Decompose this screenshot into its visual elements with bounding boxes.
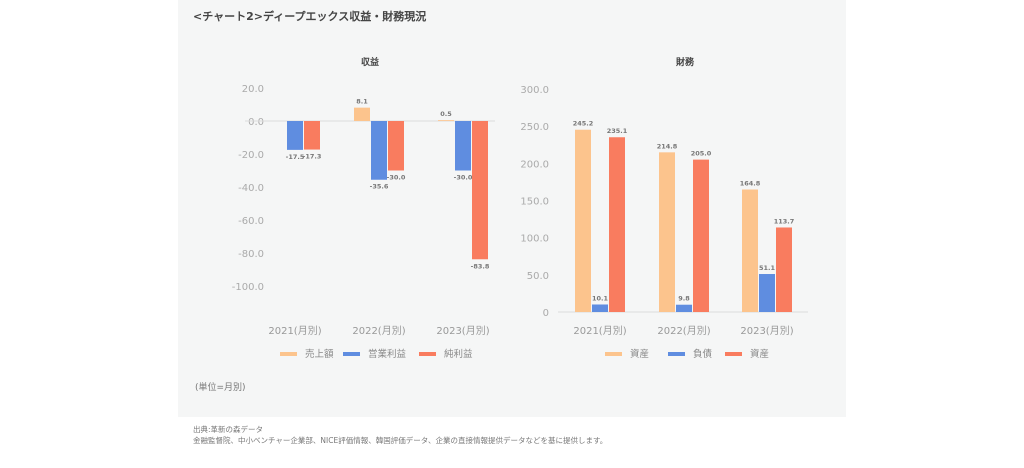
bar-0-1-0 [287,121,303,150]
x-tick-label: 2021(月別) [268,325,321,337]
legend-label: 純利益 [444,348,473,360]
y-tick-label: -20.0 [238,150,264,161]
source-note: 出典:革新の森データ 金融監督院、中小ベンチャー企業部、NICE評価情報、韓国評… [193,424,607,446]
data-label: -17.5 [286,153,305,161]
y-tick-label: -60.0 [238,216,264,227]
bar-1-0-1 [659,152,675,312]
source-line-2: 金融監督院、中小ベンチャー企業部、NICE評価情報、韓国評価データ、企業の直接情… [193,436,608,445]
y-tick-label: 100.0 [520,234,549,245]
bar-0-0-2 [438,120,454,121]
bar-1-2-1 [693,159,709,312]
bar-0-1-1 [371,121,387,180]
chart-title: 収益 [361,56,379,68]
bar-1-0-0 [575,129,591,312]
x-tick-label: 2023(月別) [436,325,489,337]
y-tick-label: -40.0 [238,183,264,194]
y-tick-label: 150.0 [520,197,549,208]
chart-title: 財務 [675,56,695,68]
legend-label: 資産 [750,348,769,360]
legend-swatch [668,352,685,356]
page-title: <チャート2>ディープエックス収益・財務現況 [193,10,427,23]
x-tick-label: 2021(月別) [573,325,626,337]
data-label: -30.0 [387,174,406,182]
bar-1-2-2 [776,227,792,312]
bar-1-0-2 [742,189,758,312]
x-tick-label: 2022(月別) [352,325,405,337]
data-label: 51.1 [759,264,776,272]
data-label: 0.5 [440,110,452,118]
y-tick-label: -100.0 [232,282,264,293]
y-tick-label: 0.0 [248,117,264,128]
y-tick-label: 0 [543,308,549,319]
y-tick-label: 50.0 [527,271,549,282]
data-label: -30.0 [454,174,473,182]
legend-label: 売上額 [305,348,334,360]
x-tick-label: 2023(月別) [740,325,793,337]
legend-label: 営業利益 [368,348,407,360]
legend-swatch [725,352,742,356]
data-label: -35.6 [370,183,389,191]
y-tick-label: 20.0 [242,84,264,95]
data-label: 245.2 [573,120,594,128]
chart-panel [178,0,846,417]
data-label: -17.3 [303,153,322,161]
legend-swatch [280,352,297,356]
y-tick-label: 200.0 [520,159,549,170]
legend-swatch [605,352,622,356]
y-tick-label: 250.0 [520,122,549,133]
bar-0-1-2 [455,121,471,171]
data-label: 235.1 [607,127,628,135]
legend-label: 負債 [693,348,713,360]
bar-1-1-0 [592,304,608,312]
bar-0-0-1 [354,107,370,121]
unit-note: (単位=月別) [195,383,246,393]
data-label: 10.1 [592,294,609,302]
bar-0-2-1 [388,121,404,171]
data-label: -83.8 [471,262,490,270]
data-label: 113.7 [774,217,795,225]
legend-label: 資産 [630,348,649,360]
bar-1-1-1 [676,304,692,312]
data-label: 214.8 [657,142,678,150]
data-label: 8.1 [356,98,368,106]
bar-1-1-2 [759,274,775,312]
y-tick-label: 300.0 [520,85,549,96]
legend-swatch [343,352,360,356]
bar-0-2-0 [304,121,320,150]
x-tick-label: 2022(月別) [657,325,710,337]
source-line-1: 出典:革新の森データ [193,425,264,434]
bar-0-2-2 [472,121,488,260]
y-tick-label: -80.0 [238,249,264,260]
legend-swatch [419,352,436,356]
data-label: 164.8 [740,179,761,187]
bar-1-2-0 [609,137,625,312]
data-label: 9.8 [678,295,690,303]
data-label: 205.0 [691,150,712,158]
